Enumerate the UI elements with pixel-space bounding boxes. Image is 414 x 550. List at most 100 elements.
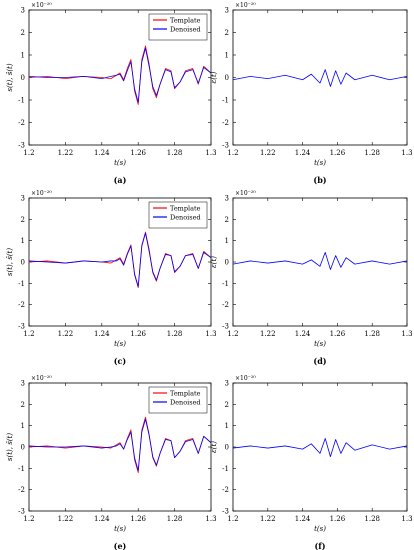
- y-axis-label: ε(t): [210, 256, 218, 268]
- y-tick-label: -3: [18, 508, 25, 516]
- x-tick-label: 1.26: [130, 515, 146, 523]
- y-tick-label: -3: [222, 323, 229, 331]
- panel-label: (e): [114, 541, 127, 550]
- x-tick-label: 1.22: [260, 149, 276, 157]
- x-tick-label: 1.3: [401, 330, 412, 338]
- y-tick-label: -3: [222, 508, 229, 516]
- panel-d: 1.2 1.22 1.24 1.26 1.28 1.3 3 2 1 0 -1 -2 -3 ×10⁻²⁰ t(…: [210, 190, 413, 366]
- y-tick-label: 0: [21, 74, 25, 82]
- x-tick-label: 1.28: [167, 515, 183, 523]
- legend-entry-denoised: Denoised: [170, 26, 201, 34]
- panel-a: 1.2 1.22 1.24 1.26 1.28 1.3 3 2 1 0 -1 -2 -3 ×10⁻²⁰ t(…: [6, 2, 217, 185]
- y-tick-label: -3: [222, 142, 229, 150]
- y-tick-label: 1: [21, 237, 25, 245]
- x-tick-label: 1.22: [58, 515, 74, 523]
- x-tick-label: 1.2: [23, 330, 34, 338]
- x-tick-label: 1.2: [227, 330, 238, 338]
- y-tick-label: 0: [21, 444, 25, 452]
- x-tick-label: 1.22: [260, 330, 276, 338]
- y-axis-label: ε(t): [210, 441, 218, 453]
- y-tick-label: 3: [225, 195, 229, 203]
- y-tick-label: 3: [225, 380, 229, 388]
- series-line-denoised: [28, 47, 212, 103]
- y-tick-label: -1: [18, 280, 25, 288]
- x-tick-label: 1.24: [94, 149, 110, 157]
- y-tick-label: 1: [21, 52, 25, 60]
- y-tick-label: 2: [225, 401, 229, 409]
- x-tick-label: 1.2: [23, 515, 34, 523]
- y-exponent-label: ×10⁻²⁰: [31, 375, 52, 382]
- x-axis-label: t(s): [114, 525, 126, 533]
- y-exponent-label: ×10⁻²⁰: [235, 2, 256, 9]
- y-tick-label: 2: [225, 216, 229, 224]
- y-tick-label: -2: [222, 486, 229, 494]
- y-axis-label: s(t), ŝ(t): [6, 248, 14, 276]
- x-tick-label: 1.22: [58, 149, 74, 157]
- series-line: [232, 438, 408, 458]
- y-tick-label: 1: [225, 237, 229, 245]
- legend-entry-template: Template: [170, 390, 201, 398]
- y-tick-label: 0: [225, 444, 229, 452]
- x-axis-label: t(s): [114, 340, 126, 348]
- x-tick-label: 1.3: [205, 330, 216, 338]
- x-tick-label: 1.3: [205, 515, 216, 523]
- x-axis-label: t(s): [114, 159, 126, 167]
- panel-label: (a): [114, 175, 127, 185]
- y-tick-label: -1: [222, 465, 229, 473]
- panel-label: (f): [314, 541, 325, 550]
- panel-e: 1.2 1.22 1.24 1.26 1.28 1.3 3 2 1 0 -1 -2 -3 ×10⁻²⁰ t(…: [6, 375, 217, 550]
- legend-box: [148, 201, 208, 229]
- x-tick-label: 1.26: [130, 330, 146, 338]
- y-tick-label: 3: [225, 7, 229, 15]
- x-tick-label: 1.22: [260, 515, 276, 523]
- y-tick-label: 2: [21, 29, 25, 37]
- y-tick-label: 2: [21, 401, 25, 409]
- legend-entry-denoised: Denoised: [170, 214, 201, 222]
- y-tick-label: -2: [222, 119, 229, 127]
- y-tick-label: 2: [225, 29, 229, 37]
- x-tick-label: 1.24: [295, 149, 311, 157]
- series-line-denoised: [28, 418, 212, 471]
- x-tick-label: 1.24: [94, 515, 110, 523]
- x-tick-label: 1.26: [330, 330, 346, 338]
- y-tick-label: 1: [21, 422, 25, 430]
- series-line: [232, 251, 408, 270]
- legend-entry-template: Template: [170, 205, 201, 213]
- x-tick-label: 1.26: [130, 149, 146, 157]
- x-tick-label: 1.2: [227, 149, 238, 157]
- x-tick-label: 1.24: [94, 330, 110, 338]
- x-tick-label: 1.3: [205, 149, 216, 157]
- x-tick-label: 1.2: [227, 515, 238, 523]
- panel-label: (c): [114, 356, 127, 366]
- y-tick-label: -1: [18, 97, 25, 105]
- panel-c: 1.2 1.22 1.24 1.26 1.28 1.3 3 2 1 0 -1 -2 -3 ×10⁻²⁰ t(…: [6, 190, 217, 366]
- x-tick-label: 1.3: [401, 515, 412, 523]
- y-exponent-label: ×10⁻²⁰: [31, 190, 52, 197]
- panel-label: (b): [313, 175, 326, 185]
- legend-entry-template: Template: [170, 17, 201, 25]
- legend-box: [148, 13, 208, 41]
- y-axis-label: s(t), ŝ(t): [6, 433, 14, 461]
- y-tick-label: 3: [21, 195, 25, 203]
- y-tick-label: 1: [225, 52, 229, 60]
- y-tick-label: -2: [18, 486, 25, 494]
- y-tick-label: 3: [21, 7, 25, 15]
- x-axis-label: t(s): [314, 340, 326, 348]
- panel-b: 1.2 1.22 1.24 1.26 1.28 1.3 3 2 1 0 -1 -2 -3 ×10⁻²⁰ t(…: [210, 2, 413, 185]
- y-tick-label: -2: [18, 301, 25, 309]
- y-tick-label: -1: [18, 465, 25, 473]
- x-tick-label: 1.28: [167, 330, 183, 338]
- x-tick-label: 1.28: [167, 149, 183, 157]
- x-tick-label: 1.28: [364, 515, 380, 523]
- y-tick-label: -3: [18, 142, 25, 150]
- y-tick-label: 0: [21, 259, 25, 267]
- y-tick-label: -2: [222, 301, 229, 309]
- x-tick-label: 1.2: [23, 149, 34, 157]
- x-tick-label: 1.28: [364, 149, 380, 157]
- y-tick-label: 2: [21, 216, 25, 224]
- y-tick-label: 3: [21, 380, 25, 388]
